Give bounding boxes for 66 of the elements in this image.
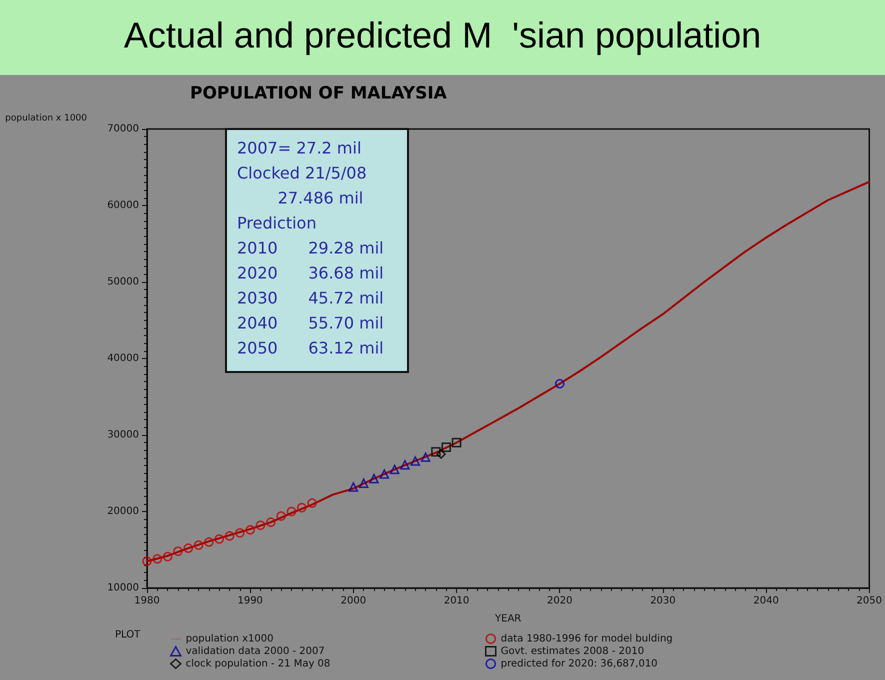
point	[256, 520, 266, 530]
annotation: 27.486 mil	[237, 188, 364, 208]
y-axis-title: population x 1000	[5, 114, 88, 124]
point	[380, 469, 390, 479]
annotation: 2020 36.68 mil	[237, 264, 384, 282]
y-tick-label: 50000	[107, 276, 139, 288]
point	[348, 482, 358, 492]
x-tick-label: 2050	[856, 596, 882, 606]
chart-subtitle: POPULATION OF MALAYSIA	[190, 84, 448, 104]
x-tick-label: 2020	[547, 596, 572, 606]
point	[410, 456, 420, 466]
y-tick-label: 30000	[107, 430, 139, 440]
point	[452, 438, 462, 448]
legend-label: population x1000	[186, 634, 274, 644]
point	[235, 528, 245, 538]
point	[358, 478, 368, 488]
annotation: 2040 55.70 mil	[237, 314, 384, 332]
annotation: 2010 29.28 mil	[237, 238, 384, 258]
point	[276, 511, 286, 521]
point	[266, 517, 276, 527]
point	[224, 531, 234, 541]
x-tick-label: 2010	[444, 596, 470, 606]
x-tick-label: 2030	[650, 596, 676, 606]
point	[307, 498, 317, 508]
point	[297, 502, 307, 512]
x-tick-label: 2040	[753, 596, 779, 606]
x-tick-label: 2000	[340, 596, 366, 606]
chart-title: Actual and predicted M 'sian population	[124, 14, 762, 56]
legend-label: validation data 2000 - 2007	[186, 646, 325, 657]
point	[400, 460, 410, 470]
y-tick-label: 20000	[107, 506, 139, 517]
point	[204, 537, 214, 547]
point	[142, 556, 152, 566]
y-tick-label: 10000	[107, 582, 139, 594]
point	[390, 464, 400, 474]
point	[152, 554, 162, 564]
point	[420, 452, 430, 462]
x-tick-label: 1980	[134, 596, 160, 606]
annotation: Clocked 21/5/08	[237, 164, 367, 182]
point	[162, 552, 172, 562]
point	[214, 534, 224, 544]
legend-label: data 1980-1996 for model bulding	[500, 633, 673, 644]
point	[194, 540, 204, 550]
x-tick-label: 1990	[237, 596, 263, 606]
annotation: 2007= 27.2 mil	[237, 138, 362, 158]
legend-title: PLOT	[115, 630, 142, 640]
annotation: Prediction	[237, 214, 316, 232]
y-tick-label: 40000	[107, 353, 139, 364]
legend-label: Govt. estimates 2008 - 2010	[500, 646, 644, 657]
point	[441, 442, 451, 452]
y-tick-label: 60000	[107, 200, 139, 211]
legend-label: predicted for 2020: 36,687,010	[500, 658, 658, 670]
point	[173, 546, 183, 556]
point	[554, 378, 564, 388]
point	[431, 447, 441, 457]
legend-label: clock population - 21 May 08	[186, 658, 330, 670]
point	[436, 449, 446, 459]
point	[286, 506, 296, 516]
point	[184, 543, 194, 553]
line-series	[146, 180, 870, 562]
annotation: 2050 63.12 mil	[237, 338, 384, 358]
y-tick-label: 70000	[107, 124, 139, 134]
annotation: 2030 45.72 mil	[237, 288, 384, 308]
point	[369, 474, 379, 484]
x-axis-title: YEAR	[494, 614, 522, 624]
point	[245, 525, 255, 535]
